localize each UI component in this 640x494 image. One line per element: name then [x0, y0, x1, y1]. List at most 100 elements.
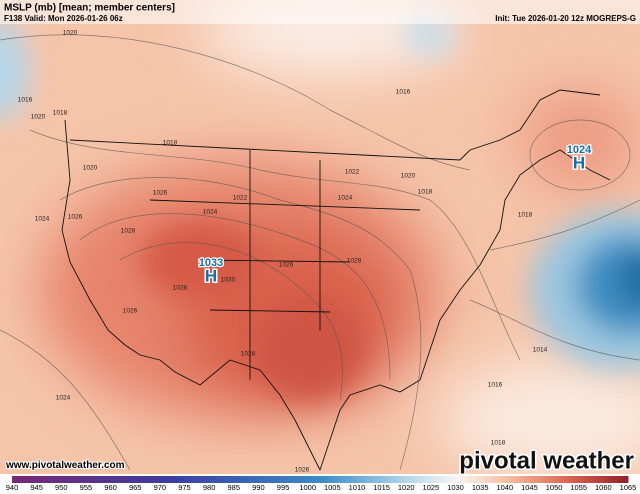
isobars: [0, 34, 640, 471]
colorbar-swatch: [135, 476, 141, 483]
colorbar-swatch: [460, 476, 466, 483]
colorbar-swatch: [130, 476, 136, 483]
colorbar-tick-label: 1005: [324, 483, 341, 492]
colorbar-tick-label: 1030: [447, 483, 464, 492]
colorbar-tick-label: 945: [30, 483, 43, 492]
colorbar-tick-label: 1010: [349, 483, 366, 492]
colorbar-swatch: [120, 476, 126, 483]
colorbar-swatch: [588, 476, 595, 483]
colorbar-tick-label: 1035: [472, 483, 489, 492]
colorbar-swatch: [490, 476, 496, 483]
colorbar-swatch: [391, 476, 397, 483]
colorbar-swatch: [287, 476, 294, 483]
colorbar-swatch: [347, 476, 353, 483]
colorbar-swatch: [549, 476, 555, 483]
colorbar: 940 945 950 955 960 965 970 975 980 985 990 995 1000…: [6, 476, 636, 492]
contour-label: 1026: [295, 467, 310, 474]
colorbar-swatch: [100, 476, 107, 483]
colorbar-swatch: [356, 476, 363, 483]
colorbar-swatch: [578, 476, 585, 483]
colorbar-swatch: [361, 476, 368, 483]
colorbar-swatch: [465, 476, 471, 483]
contour-label: 1018: [491, 440, 506, 447]
colorbar-tick-label: 1040: [496, 483, 513, 492]
colorbar-swatch: [66, 476, 72, 483]
colorbar-swatch: [366, 476, 373, 483]
colorbar-swatch: [253, 476, 259, 483]
contour-label: 1016: [396, 89, 411, 96]
colorbar-swatch: [322, 476, 328, 483]
colorbar-swatch: [421, 476, 427, 483]
colorbar-swatch: [80, 476, 87, 483]
colorbar-swatch: [539, 476, 545, 483]
colorbar-swatch: [529, 476, 535, 483]
colorbar-swatch: [76, 476, 82, 483]
colorbar-swatch: [292, 476, 299, 483]
colorbar-swatch: [519, 476, 526, 483]
colorbar-swatch: [243, 476, 250, 483]
colorbar-swatch: [317, 476, 323, 483]
colorbar-swatch: [51, 476, 57, 483]
contour-label: 1026: [153, 190, 168, 197]
colorbar-swatch: [233, 476, 240, 483]
colorbar-tick-label: 1045: [521, 483, 538, 492]
colorbar-tick-label: 975: [178, 483, 191, 492]
contour-label: 1030: [221, 277, 236, 284]
colorbar-tick-label: 960: [104, 483, 117, 492]
contour-label: 1026: [123, 308, 138, 315]
colorbar-swatch: [337, 476, 343, 483]
colorbar-swatch: [573, 476, 580, 483]
colorbar-swatch: [273, 476, 279, 483]
colorbar-swatch: [26, 476, 33, 483]
init-time: Init: Tue 2026-01-20 12z MOGREPS-G: [495, 14, 636, 23]
colorbar-swatch: [174, 476, 181, 483]
contour-label: 1018: [418, 189, 433, 196]
contour-label: 1014: [533, 347, 548, 354]
colorbar-swatch: [475, 476, 481, 483]
colorbar-swatch: [435, 476, 442, 483]
pressure-center-value: 1024: [567, 144, 592, 156]
colorbar-swatch: [71, 476, 77, 483]
pressure-field: 1020 1016 1020 1018 1020 1018 1024 1026 1026 1028…: [0, 0, 640, 474]
colorbar-swatch: [524, 476, 530, 483]
colorbar-swatch: [381, 476, 388, 483]
colorbar-swatch: [41, 476, 47, 483]
colorbar-swatch: [583, 476, 590, 483]
colorbar-swatch: [514, 476, 521, 483]
colorbar-swatch: [406, 476, 412, 483]
header-backdrop: [0, 0, 640, 24]
contour-label: 1018: [53, 110, 68, 117]
contour-label: 1022: [233, 195, 248, 202]
colorbar-swatch: [56, 476, 62, 483]
colorbar-swatch: [411, 476, 417, 483]
contour-label: 1028: [347, 258, 362, 265]
colorbar-swatch: [110, 476, 116, 483]
colorbar-swatch: [268, 476, 274, 483]
colorbar-swatch: [283, 476, 289, 483]
colorbar-swatch: [105, 476, 112, 483]
valid-time: F138 Valid: Mon 2026-01-26 06z: [4, 14, 123, 23]
colorbar-swatch: [618, 476, 624, 483]
colorbar-tick-label: 980: [203, 483, 216, 492]
colorbar-swatch: [204, 476, 210, 483]
colorbar-swatch: [149, 476, 156, 483]
colorbar-swatch: [593, 476, 599, 483]
map-title: MSLP (mb) [mean; member centers]: [4, 3, 175, 14]
colorbar-swatch: [568, 476, 575, 483]
colorbar-swatch: [228, 476, 235, 483]
colorbar-swatch: [154, 476, 161, 483]
contour-label: 1026: [279, 262, 294, 269]
colorbar-swatch: [46, 476, 52, 483]
colorbar-swatch: [563, 476, 570, 483]
colorbar-swatch: [218, 476, 225, 483]
colorbar-swatch: [61, 476, 67, 483]
colorbar-swatch: [455, 476, 461, 483]
contour-label: 1024: [56, 395, 71, 402]
colorbar-swatch: [263, 476, 269, 483]
colorbar-swatch: [613, 476, 619, 483]
colorbar-swatch: [480, 476, 486, 483]
colorbar-tick-label: 1000: [299, 483, 316, 492]
colorbar-tick-label: 1020: [398, 483, 415, 492]
colorbar-swatch: [608, 476, 614, 483]
